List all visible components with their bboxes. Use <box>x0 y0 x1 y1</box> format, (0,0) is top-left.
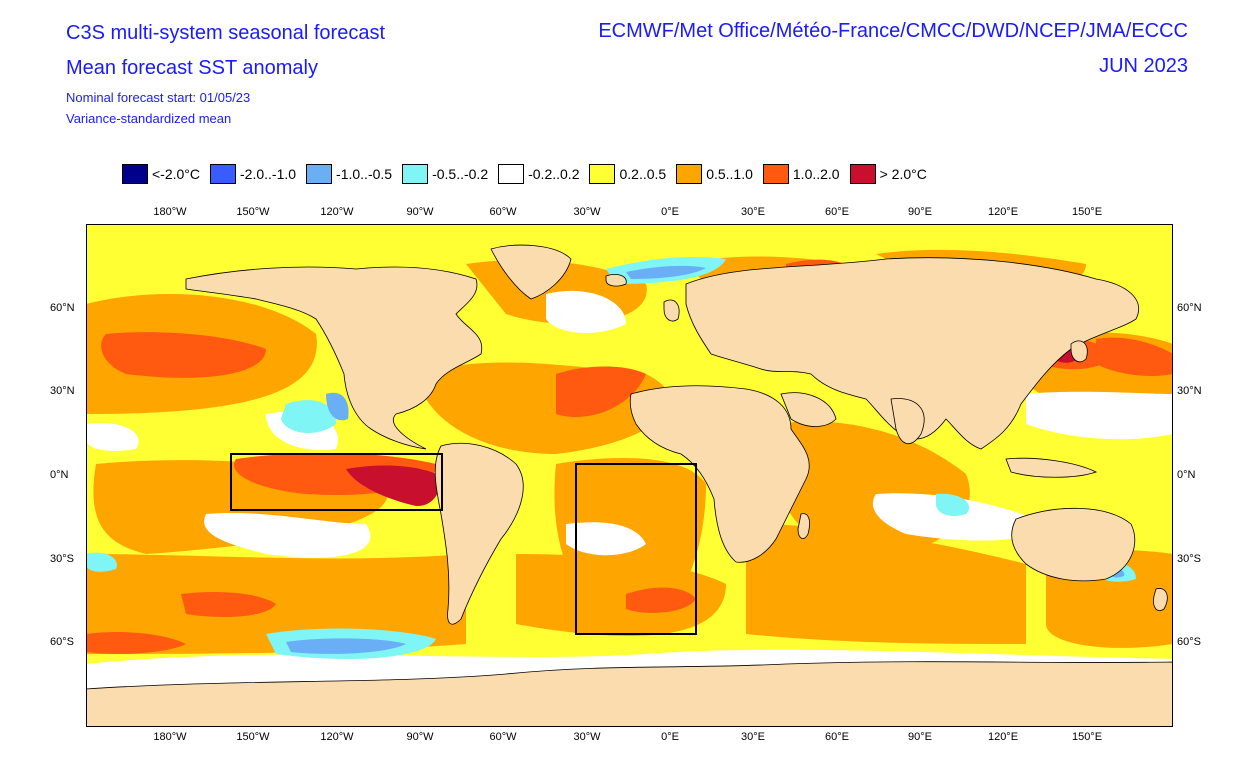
antarctica <box>86 661 1173 727</box>
legend-item: -1.0..-0.5 <box>306 164 392 184</box>
longitude-tick-label: 120°W <box>320 206 354 218</box>
legend-swatch <box>762 164 789 184</box>
forecast-start-label: Nominal forecast start: 01/05/23 <box>66 90 251 105</box>
legend-label: 0.5..1.0 <box>706 166 753 182</box>
legend-item: -2.0..-1.0 <box>210 164 296 184</box>
longitude-tick-label: 60°W <box>489 206 517 218</box>
longitude-tick-label: 120°E <box>987 206 1019 218</box>
longitude-tick-label: 90°W <box>406 206 434 218</box>
new-zealand <box>1153 588 1168 611</box>
land-layer <box>86 244 1173 727</box>
legend-label: <-2.0°C <box>152 166 201 182</box>
longitude-tick-label: 90°E <box>908 731 932 743</box>
legend-swatch <box>402 164 429 184</box>
map-frame <box>86 224 1173 727</box>
longitude-tick-label: 60°W <box>489 731 517 743</box>
latitude-tick-label: 0°N <box>50 469 69 481</box>
longitude-tick-label: 30°W <box>573 206 601 218</box>
legend-label: > 2.0°C <box>879 166 927 182</box>
latitude-tick-label: 60°N <box>1177 302 1202 314</box>
moderate-cool-anomaly-layer <box>286 265 1125 654</box>
longitude-tick-label: 120°E <box>987 731 1019 743</box>
south-atlantic-region-box <box>575 463 697 635</box>
nino-region-box <box>230 453 443 511</box>
legend-swatch <box>306 164 333 184</box>
longitude-tick-label: 0°E <box>661 731 679 743</box>
indonesia <box>1005 457 1098 478</box>
legend-label: -1.0..-0.5 <box>336 166 393 182</box>
valid-month-label: JUN 2023 <box>1099 55 1188 77</box>
legend-item: -0.5..-0.2 <box>402 164 488 184</box>
latitude-tick-label: 30°S <box>1177 553 1201 565</box>
legend-swatch <box>498 164 525 184</box>
longitude-tick-label: 180°W <box>153 731 187 743</box>
latitude-tick-label: 60°S <box>50 636 74 648</box>
africa <box>629 385 810 563</box>
figure-title-line2: Mean forecast SST anomaly <box>66 57 318 79</box>
longitude-tick-label: 90°E <box>908 206 932 218</box>
legend-item: 1.0..2.0 <box>762 164 840 184</box>
latitude-tick-label: 60°S <box>1177 636 1201 648</box>
figure-title-line1: C3S multi-system seasonal forecast <box>66 22 386 44</box>
latitude-tick-label: 0°N <box>1177 469 1196 481</box>
sst-anomaly-map <box>86 224 1173 727</box>
legend-item: 0.5..1.0 <box>676 164 753 184</box>
madagascar <box>797 513 810 539</box>
forecast-centres-label: ECMWF/Met Office/Météo-France/CMCC/DWD/N… <box>598 20 1188 42</box>
india <box>890 398 925 444</box>
arabia <box>780 392 837 427</box>
legend-swatch <box>589 164 616 184</box>
legend-item: <-2.0°C <box>122 164 200 184</box>
legend-label: 0.2..0.5 <box>619 166 667 182</box>
method-label: Variance-standardized mean <box>66 111 232 126</box>
japan <box>1070 340 1088 363</box>
british-isles <box>663 299 680 322</box>
longitude-tick-label: 60°E <box>825 206 849 218</box>
legend-label: 1.0..2.0 <box>792 166 840 182</box>
legend-swatch <box>849 164 876 184</box>
longitude-tick-label: 150°W <box>236 731 270 743</box>
latitude-tick-label: 30°N <box>50 385 75 397</box>
longitude-tick-label: 120°W <box>320 731 354 743</box>
longitude-tick-label: 60°E <box>825 731 849 743</box>
longitude-tick-label: 150°E <box>1071 206 1103 218</box>
legend-label: -0.2..0.2 <box>528 166 580 182</box>
legend-label: -2.0..-1.0 <box>240 166 297 182</box>
longitude-tick-label: 30°E <box>741 206 765 218</box>
longitude-tick-label: 180°W <box>153 206 187 218</box>
latitude-tick-label: 30°N <box>1177 385 1202 397</box>
latitude-tick-label: 60°N <box>50 302 75 314</box>
eurasia <box>685 257 1139 450</box>
iceland <box>605 274 627 287</box>
legend-swatch <box>676 164 703 184</box>
longitude-tick-label: 150°W <box>236 206 270 218</box>
legend-item: 0.2..0.5 <box>589 164 666 184</box>
longitude-tick-label: 150°E <box>1071 731 1103 743</box>
color-legend: <-2.0°C -2.0..-1.0 -1.0..-0.5 -0.5..-0.2 -0.… <box>122 163 937 185</box>
australia <box>1011 507 1136 582</box>
north-america <box>185 266 483 450</box>
legend-item: > 2.0°C <box>849 164 927 184</box>
south-america <box>434 442 524 625</box>
longitude-tick-label: 30°W <box>573 731 601 743</box>
legend-item: -0.2..0.2 <box>498 164 579 184</box>
longitude-tick-label: 0°E <box>661 206 679 218</box>
legend-label: -0.5..-0.2 <box>432 166 489 182</box>
legend-swatch <box>122 164 148 184</box>
greenland <box>490 244 572 300</box>
hot-anomaly-layer <box>86 259 1173 654</box>
latitude-tick-label: 30°S <box>50 553 74 565</box>
longitude-tick-label: 30°E <box>741 731 765 743</box>
longitude-tick-label: 90°W <box>406 731 434 743</box>
legend-swatch <box>210 164 237 184</box>
